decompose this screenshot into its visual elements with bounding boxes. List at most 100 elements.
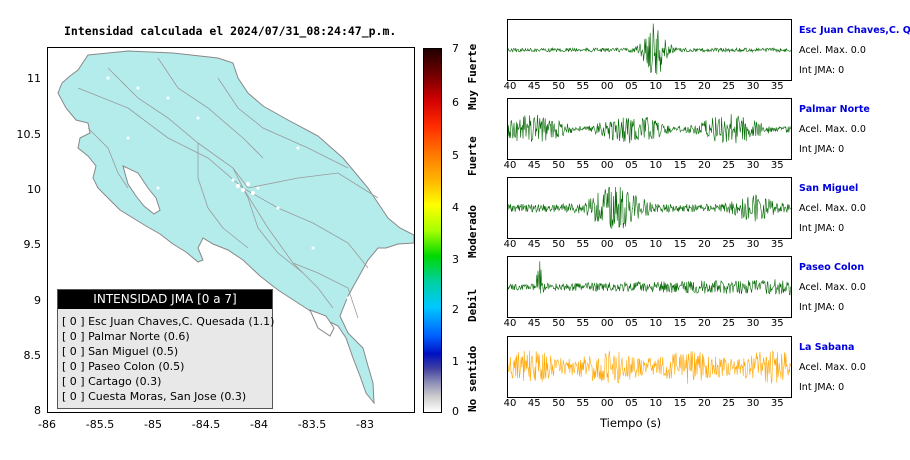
- colorbar-value: 5: [452, 149, 459, 162]
- time-tick: 50: [552, 318, 565, 329]
- time-tick: 00: [600, 81, 614, 92]
- seismogram-trace[interactable]: [507, 177, 792, 239]
- time-tick: 05: [625, 239, 638, 250]
- station-accel: Acel. Max. 0.0: [799, 124, 866, 135]
- waveform: [507, 186, 791, 229]
- map-y-tick: 11: [27, 72, 41, 85]
- station-intensity: Int JMA: 0: [799, 65, 845, 76]
- time-tick: 55: [576, 160, 590, 171]
- map-x-tick: -84: [250, 418, 268, 431]
- time-tick: 35: [770, 239, 784, 250]
- waveform-line: [507, 114, 791, 144]
- time-tick: 30: [746, 160, 760, 171]
- time-tick: 50: [552, 239, 565, 250]
- time-tick: 35: [770, 81, 784, 92]
- station-name[interactable]: Esc Juan Chaves,C. Qu: [799, 25, 910, 36]
- waveform-line: [507, 261, 791, 296]
- colorbar-value: 4: [452, 201, 459, 214]
- time-tick: 20: [698, 81, 711, 92]
- time-tick: 45: [527, 318, 541, 329]
- waveform: [507, 350, 791, 384]
- map-title: Intensidad calculada el 2024/07/31_08:24…: [64, 24, 397, 38]
- time-tick: 55: [576, 81, 590, 92]
- station-name[interactable]: Palmar Norte: [799, 104, 870, 115]
- station-name[interactable]: Paseo Colon: [799, 262, 865, 273]
- time-tick: 50: [552, 81, 565, 92]
- colorbar-value: 7: [452, 42, 459, 55]
- time-tick: 10: [649, 398, 663, 409]
- waveform: [507, 114, 791, 144]
- time-tick: 55: [576, 398, 590, 409]
- time-tick: 15: [673, 398, 687, 409]
- time-tick: 30: [746, 398, 760, 409]
- golfo-dulce-water: [309, 309, 335, 337]
- time-tick: 35: [770, 160, 784, 171]
- colorbar-label: No sentido: [466, 345, 479, 412]
- time-tick: 20: [698, 160, 711, 171]
- map-y-tick: 10: [27, 183, 41, 196]
- map-y-tick: 9: [34, 294, 41, 307]
- seismogram-trace[interactable]: [507, 336, 792, 398]
- station-intensity: Int JMA: 0: [799, 382, 845, 393]
- time-tick: 00: [600, 239, 614, 250]
- legend-item: [ 0 ] Cartago (0.3): [62, 375, 162, 388]
- legend-item: [ 0 ] Esc Juan Chaves,C. Quesada (1.1): [62, 315, 275, 328]
- legend-item: [ 0 ] Cuesta Moras, San Jose (0.3): [62, 390, 247, 403]
- station-name[interactable]: La Sabana: [799, 342, 855, 353]
- seismogram-trace[interactable]: [507, 98, 792, 160]
- time-tick: 00: [600, 160, 614, 171]
- seismogram-trace[interactable]: [507, 256, 792, 318]
- time-tick: 40: [503, 239, 517, 250]
- time-tick: 40: [503, 318, 517, 329]
- seismogram-trace[interactable]: [507, 19, 792, 81]
- legend-item: [ 0 ] Paseo Colon (0.5): [62, 360, 185, 373]
- time-tick: 55: [576, 239, 590, 250]
- time-tick: 25: [722, 239, 736, 250]
- time-tick: 20: [698, 239, 711, 250]
- time-tick: 15: [673, 160, 687, 171]
- station-intensity: Int JMA: 0: [799, 223, 845, 234]
- time-tick: 40: [503, 81, 517, 92]
- station-accel: Acel. Max. 0.0: [799, 45, 866, 56]
- map-y-tick: 8.5: [23, 349, 42, 362]
- waveform: [507, 261, 791, 296]
- colorbar-label: Moderado: [466, 205, 479, 258]
- colorbar-value: 2: [452, 303, 459, 316]
- colorbar-value: 0: [452, 405, 459, 418]
- time-tick: 10: [649, 81, 663, 92]
- time-tick: 25: [722, 160, 736, 171]
- waveform-line: [507, 350, 791, 384]
- time-tick: 05: [625, 318, 638, 329]
- time-tick: 10: [649, 160, 663, 171]
- nicoya-gulf-water: [122, 165, 161, 215]
- intensity-colorbar: [423, 48, 442, 413]
- time-tick: 30: [746, 81, 760, 92]
- station-intensity: Int JMA: 0: [799, 144, 845, 155]
- time-tick: 05: [625, 398, 638, 409]
- time-tick: 55: [576, 318, 590, 329]
- legend-item: [ 0 ] San Miguel (0.5): [62, 345, 179, 358]
- colorbar-value: 3: [452, 253, 459, 266]
- station-name[interactable]: San Miguel: [799, 183, 859, 194]
- roads-network: [77, 57, 379, 319]
- station-accel: Acel. Max. 0.0: [799, 362, 866, 373]
- time-tick: 40: [503, 398, 517, 409]
- time-tick: 35: [770, 318, 784, 329]
- time-tick: 45: [527, 160, 541, 171]
- time-tick: 45: [527, 81, 541, 92]
- time-tick: 30: [746, 239, 760, 250]
- time-tick: 40: [503, 160, 517, 171]
- time-tick: 50: [552, 398, 565, 409]
- waveform: [507, 23, 791, 75]
- time-tick: 25: [722, 398, 736, 409]
- time-tick: 00: [600, 398, 614, 409]
- time-tick: 20: [698, 398, 711, 409]
- map-x-tick: -86: [38, 418, 56, 431]
- colorbar-label: Fuerte: [466, 136, 479, 176]
- map-y-tick: 9.5: [23, 238, 42, 251]
- station-accel: Acel. Max. 0.0: [799, 282, 866, 293]
- costa-rica-map-svg: [57, 50, 414, 405]
- station-intensity: Int JMA: 0: [799, 302, 845, 313]
- waveform-line: [507, 186, 791, 229]
- time-tick: 10: [649, 239, 663, 250]
